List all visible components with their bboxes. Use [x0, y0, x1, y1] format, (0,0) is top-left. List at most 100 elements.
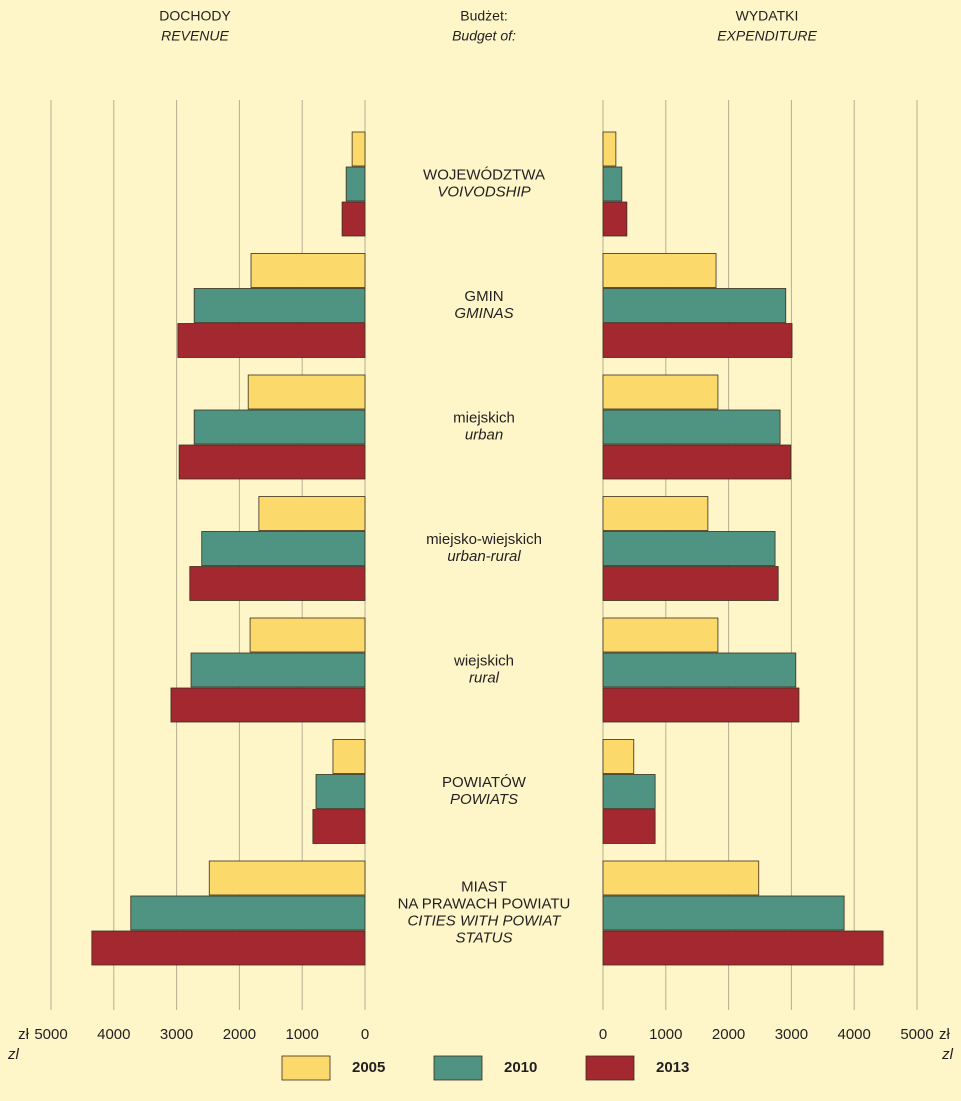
category-label-en: urban-rural	[447, 548, 521, 565]
category-label-en: urban	[465, 426, 503, 443]
category-label-en: POWIATS	[450, 791, 518, 808]
bar	[602, 809, 656, 844]
x-tick-label: 3000	[160, 1026, 193, 1043]
bar	[602, 860, 760, 896]
bar	[315, 774, 366, 809]
bar	[602, 166, 623, 202]
bar	[602, 131, 617, 167]
bar	[91, 930, 366, 966]
right-title: WYDATKI	[736, 8, 799, 24]
bar	[602, 444, 792, 480]
unit-label-en: zl	[7, 1046, 20, 1063]
category-label-en: GMINAS	[454, 305, 513, 322]
bar	[193, 288, 366, 323]
unit-label: zł	[18, 1026, 30, 1043]
category-line: miejsko-wiejskich	[426, 531, 542, 548]
x-tick-label: 4000	[97, 1026, 130, 1043]
x-tick-label: 3000	[775, 1026, 808, 1043]
bar	[190, 652, 366, 688]
bar	[208, 860, 366, 896]
bar	[602, 496, 709, 531]
x-tick-label: 2000	[223, 1026, 256, 1043]
x-tick-label: 5000	[900, 1026, 933, 1043]
bar	[602, 409, 781, 445]
bar	[602, 774, 656, 809]
category-label: miejskich	[453, 409, 515, 426]
category-label: miejsko-wiejskich	[426, 531, 542, 548]
category-line: GMIN	[464, 288, 503, 305]
bar	[602, 323, 793, 358]
category-label-en: CITIES WITH POWIAT STATUS	[407, 912, 562, 946]
category-label: wiejskich	[453, 652, 514, 669]
left-title: DOCHODY	[159, 8, 231, 24]
center-subtitle: Budget of:	[452, 28, 516, 44]
bar	[178, 444, 366, 480]
bar	[249, 617, 366, 653]
category-line: miejskich	[453, 409, 515, 426]
bar	[602, 652, 797, 688]
category-line: WOJEWÓDZTWA	[423, 166, 545, 183]
category-line: wiejskich	[453, 652, 514, 669]
bar	[602, 201, 628, 237]
legend-swatch	[585, 1055, 635, 1081]
category-line: MIAST	[461, 878, 507, 895]
center-title: Budżet:	[460, 8, 507, 24]
category-line: POWIATS	[450, 791, 518, 808]
bar	[193, 409, 366, 445]
bar	[345, 166, 366, 202]
category-line: POWIATÓW	[442, 774, 527, 791]
left-subtitle: REVENUE	[161, 28, 229, 44]
category-line: CITIES WITH POWIAT	[407, 912, 562, 929]
bar	[602, 531, 776, 566]
x-tick-label: 0	[361, 1026, 369, 1043]
bar	[351, 131, 366, 167]
category-line: STATUS	[456, 929, 513, 946]
bar	[602, 895, 845, 931]
category-label-en: rural	[469, 669, 500, 686]
legend-swatch	[281, 1055, 331, 1081]
bar	[189, 566, 366, 601]
unit-label-en: zl	[941, 1046, 954, 1063]
category-label: MIAST NA PRAWACH POWIATU	[398, 878, 571, 912]
category-line: VOIVODSHIP	[437, 183, 530, 200]
category-label: GMIN	[464, 288, 503, 305]
category-line: urban	[465, 426, 503, 443]
x-tick-label: 2000	[712, 1026, 745, 1043]
bar	[201, 531, 366, 566]
bar	[602, 288, 787, 323]
bar	[250, 253, 366, 288]
category-label: POWIATÓW	[442, 774, 527, 791]
bar	[341, 201, 366, 237]
legend-swatch	[433, 1055, 483, 1081]
legend-label: 2010	[504, 1059, 537, 1076]
category-line: rural	[469, 669, 500, 686]
bar	[258, 496, 366, 531]
legend-label: 2013	[656, 1059, 689, 1076]
x-tick-label: 1000	[286, 1026, 319, 1043]
bar	[177, 323, 366, 358]
x-tick-label: 1000	[649, 1026, 682, 1043]
legend-label: 2005	[352, 1059, 385, 1076]
bar	[332, 739, 366, 774]
bar	[602, 617, 719, 653]
category-line: NA PRAWACH POWIATU	[398, 895, 571, 912]
bar	[602, 566, 779, 601]
x-tick-label: 5000	[34, 1026, 67, 1043]
unit-label: zł	[939, 1026, 951, 1043]
right-subtitle: EXPENDITURE	[717, 28, 817, 44]
bar	[312, 809, 366, 844]
bar	[247, 374, 366, 410]
category-line: GMINAS	[454, 305, 513, 322]
bar	[602, 739, 635, 774]
bar	[170, 687, 366, 723]
category-label: WOJEWÓDZTWA	[423, 166, 545, 183]
category-label-en: VOIVODSHIP	[437, 183, 530, 200]
bar	[130, 895, 366, 931]
bar	[602, 253, 717, 288]
x-tick-label: 0	[599, 1026, 607, 1043]
bar	[602, 374, 719, 410]
category-line: urban-rural	[447, 548, 521, 565]
bar	[602, 930, 884, 966]
x-tick-label: 4000	[838, 1026, 871, 1043]
